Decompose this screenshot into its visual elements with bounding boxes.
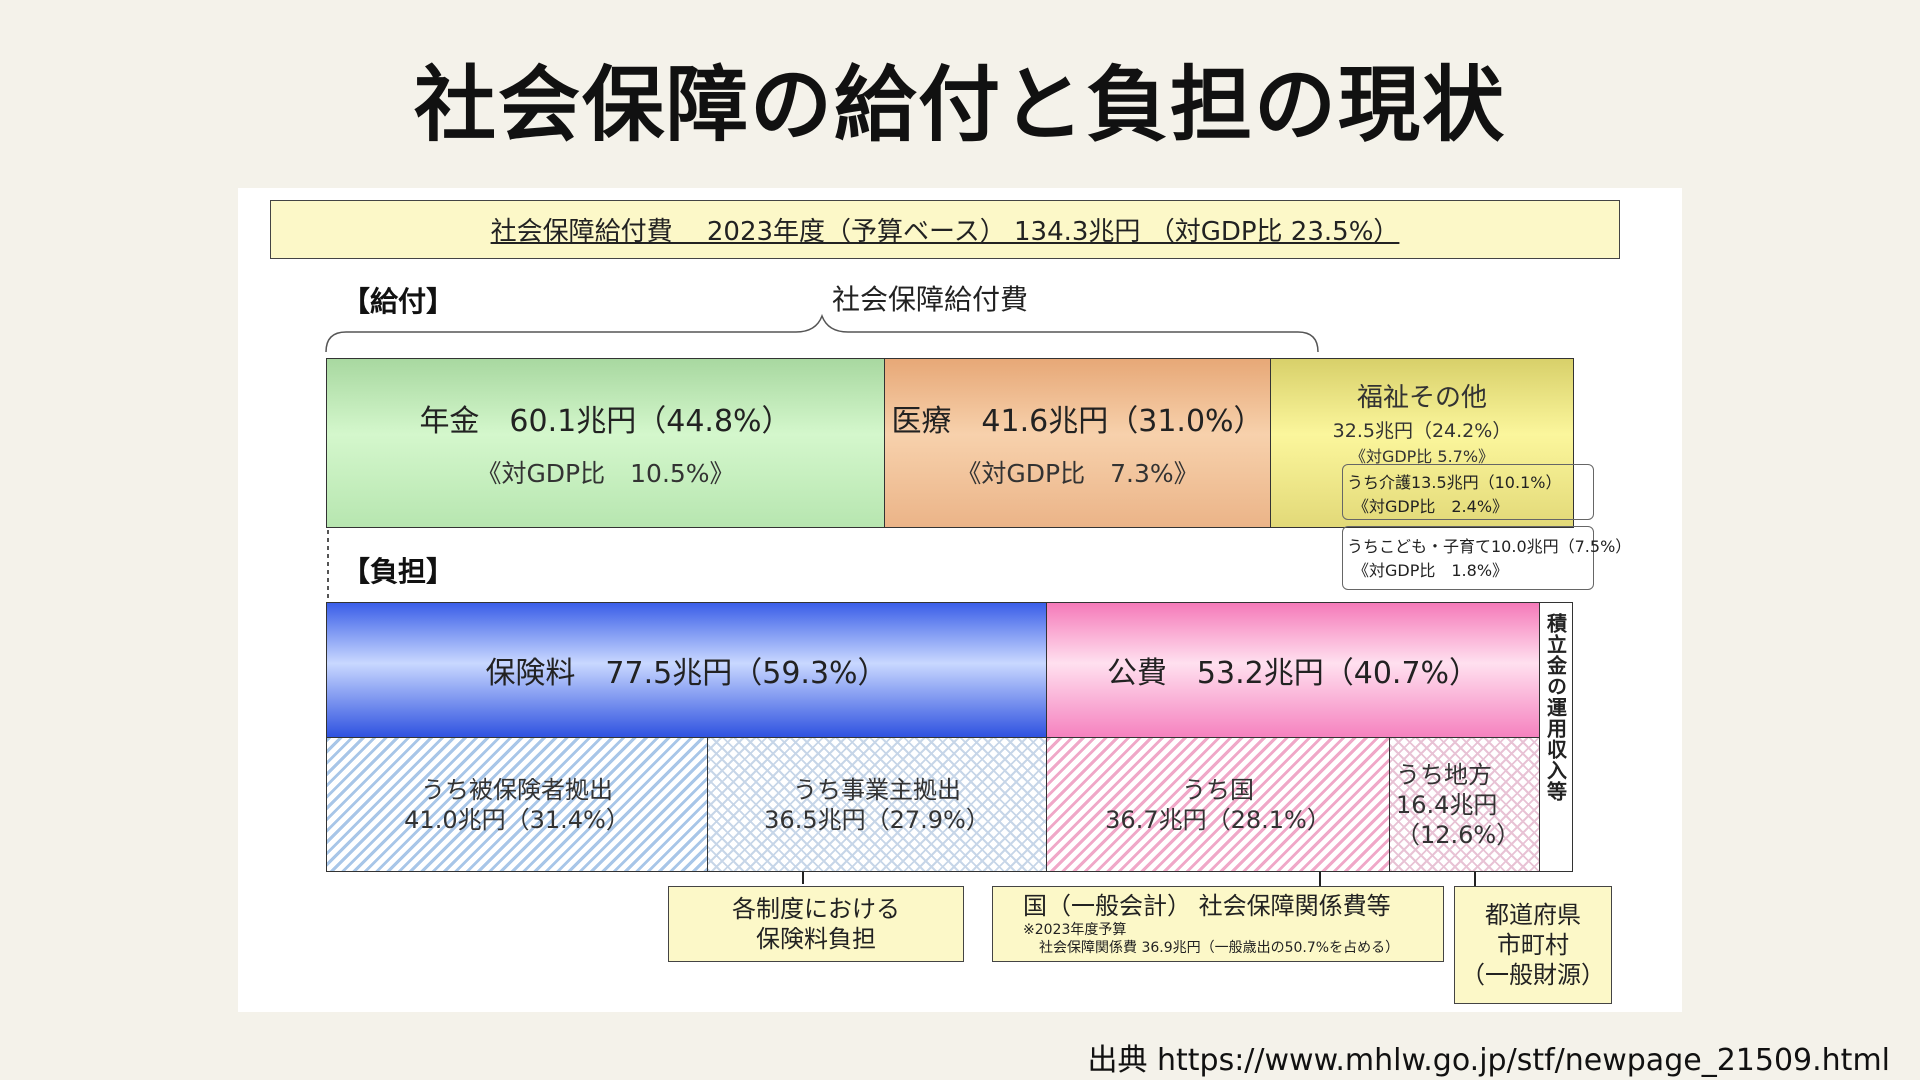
- premium-note: 各制度における 保険料負担: [668, 886, 964, 962]
- medical-gdp: 《対GDP比 7.3%》: [956, 459, 1199, 488]
- local-note-line2: 市町村: [1497, 931, 1569, 959]
- reserve-block: 積立金の運用収入等: [1539, 602, 1573, 872]
- medical-title: 医療 41.6兆円（31.0%）: [891, 404, 1264, 439]
- benefits-brace: [325, 313, 1319, 353]
- source-citation: 出典 https://www.mhlw.go.jp/stf/newpage_21…: [1087, 1043, 1890, 1078]
- national-block: うち国 36.7兆円（28.1%）: [1046, 737, 1390, 872]
- burden-label: 【負担】: [342, 555, 455, 588]
- pension-gdp: 《対GDP比 10.5%》: [476, 459, 735, 488]
- national-line1: うち国: [1182, 775, 1254, 804]
- national-note-small1: ※2023年度予算: [1023, 922, 1127, 938]
- national-note: 国（一般会計） 社会保障関係費等 ※2023年度予算 社会保障関係費 36.9兆…: [992, 886, 1444, 962]
- total-benefit-header: 社会保障給付費 2023年度（予算ベース） 134.3兆円 （対GDP比 23.…: [270, 200, 1620, 259]
- insurance-block: 保険料 77.5兆円（59.3%）: [326, 602, 1047, 738]
- local-block: うち地方 16.4兆円 （12.6%）: [1389, 737, 1540, 872]
- welfare-amount: 32.5兆円（24.2%）: [1332, 420, 1512, 442]
- employer-line1: うち事業主拠出: [793, 775, 961, 804]
- local-line1: うち地方: [1396, 760, 1492, 789]
- local-note-line1: 都道府県: [1485, 901, 1581, 929]
- employer-line2: 36.5兆円（27.9%）: [764, 805, 990, 834]
- medical-block: 医療 41.6兆円（31.0%） 《対GDP比 7.3%》: [884, 358, 1271, 528]
- premium-note-line1: 各制度における: [732, 895, 900, 923]
- insured-block: うち被保険者拠出 41.0兆円（31.4%）: [326, 737, 708, 872]
- welfare-block: 福祉その他 32.5兆円（24.2%） 《対GDP比 5.7%》: [1270, 358, 1574, 528]
- public-block: 公費 53.2兆円（40.7%）: [1046, 602, 1540, 738]
- care-bracket: うち介護13.5兆円（10.1%） 《対GDP比 2.4%》: [1342, 464, 1594, 520]
- child-bracket: うちこども・子育て10.0兆円（7.5%） 《対GDP比 1.8%》: [1342, 526, 1632, 590]
- insured-line2: 41.0兆円（31.4%）: [404, 805, 630, 834]
- care-gdp: 《対GDP比 2.4%》: [1353, 497, 1509, 516]
- insurance-title: 保険料 77.5兆円（59.3%）: [485, 656, 888, 691]
- national-line2: 36.7兆円（28.1%）: [1105, 805, 1331, 834]
- local-line3: （12.6%）: [1396, 820, 1521, 849]
- local-note-line3: （一般財源）: [1461, 961, 1605, 989]
- child-amount: うちこども・子育て10.0兆円（7.5%）: [1347, 537, 1632, 556]
- pension-title: 年金 60.1兆円（44.8%）: [419, 404, 792, 439]
- premium-note-line2: 保険料負担: [756, 925, 876, 953]
- national-note-line1: 国（一般会計） 社会保障関係費等: [1023, 892, 1391, 920]
- employer-block: うち事業主拠出 36.5兆円（27.9%）: [707, 737, 1047, 872]
- benefits-label: 【給付】: [342, 285, 455, 318]
- insured-line1: うち被保険者拠出: [421, 775, 613, 804]
- welfare-title: 福祉その他: [1356, 383, 1487, 413]
- page-title: 社会保障の給付と負担の現状: [413, 58, 1506, 153]
- pension-block: 年金 60.1兆円（44.8%） 《対GDP比 10.5%》: [326, 358, 885, 528]
- local-line2: 16.4兆円: [1396, 790, 1498, 819]
- benefits-brace-label: 社会保障給付費: [832, 283, 1029, 316]
- diagram-panel: 社会保障給付費 2023年度（予算ベース） 134.3兆円 （対GDP比 23.…: [238, 188, 1682, 1012]
- child-gdp: 《対GDP比 1.8%》: [1353, 561, 1509, 580]
- national-note-small2: 社会保障関係費 36.9兆円（一般歳出の50.7%を占める）: [1039, 940, 1400, 956]
- reserve-label: 積立金の運用収入等: [1543, 613, 1568, 802]
- care-amount: うち介護13.5兆円（10.1%）: [1347, 473, 1562, 492]
- local-note: 都道府県 市町村 （一般財源）: [1454, 886, 1612, 1004]
- welfare-gdp: 《対GDP比 5.7%》: [1349, 447, 1495, 466]
- public-title: 公費 53.2兆円（40.7%）: [1106, 656, 1480, 691]
